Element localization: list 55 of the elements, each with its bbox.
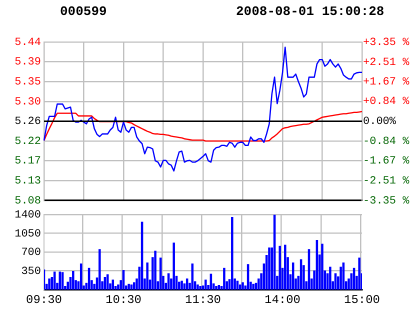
x-tick-label: 09:30 [26, 292, 62, 307]
y2-tick-label: -0.84 % [363, 136, 410, 148]
y-tick-label: 1400 [14, 210, 41, 222]
y-tick-label: 350 [21, 266, 41, 278]
bar [154, 250, 156, 290]
y-tick-label: 1050 [14, 228, 41, 240]
y-tick-label: 700 [21, 247, 41, 260]
bar [146, 262, 148, 290]
bar [215, 286, 218, 290]
y-tick-label: 5.17 [14, 156, 41, 168]
bar [196, 284, 199, 290]
bar [358, 258, 360, 290]
bar [278, 246, 281, 290]
bar [172, 242, 175, 290]
bar [98, 249, 101, 290]
y-tick-label: 5.26 [14, 116, 41, 128]
bar [128, 284, 130, 290]
bar [180, 280, 183, 290]
chart-title: 000599 [60, 4, 107, 19]
bar [321, 244, 324, 290]
x-tick-label: 11:30 [184, 292, 222, 307]
bar [72, 271, 74, 290]
x-tick-label: 15:00 [344, 292, 380, 307]
bar [268, 247, 270, 290]
bar [242, 282, 244, 290]
y-tick-label: 5.22 [14, 136, 41, 148]
y-tick-label: 5.08 [14, 195, 41, 208]
bar [236, 280, 239, 290]
y2-tick-label: -3.35 % [363, 195, 410, 208]
y-tick-label: 5.13 [14, 176, 41, 188]
y-tick-label: 5.30 [14, 96, 41, 108]
bar [340, 266, 342, 290]
bar [329, 266, 332, 290]
chart-subtitle: 2008-08-01 15:00:28 [236, 4, 384, 19]
y-tick-label: 5.35 [14, 76, 41, 89]
y2-tick-label: +1.67 % [363, 76, 410, 89]
bar [199, 286, 202, 290]
x-tick-label: 14:00 [264, 292, 301, 307]
bar [223, 268, 226, 290]
bar [231, 216, 234, 290]
y2-tick-label: +2.51 % [363, 56, 410, 69]
x-tick-label: 10:30 [105, 292, 142, 307]
y2-tick-label: 0.00% [363, 116, 396, 128]
bar [252, 284, 254, 290]
y-tick-label: 5.44 [14, 36, 42, 49]
y2-tick-label: -2.51 % [363, 175, 410, 188]
bar [284, 244, 286, 290]
bar [48, 278, 50, 290]
bar [204, 280, 207, 290]
y2-tick-label: +3.35 % [363, 36, 410, 49]
y2-tick-label: +0.84 % [363, 96, 410, 108]
bar [117, 284, 120, 290]
y2-tick-label: -1.67 % [363, 156, 410, 168]
bar [210, 274, 212, 290]
y-tick-label: 5.39 [14, 56, 41, 69]
